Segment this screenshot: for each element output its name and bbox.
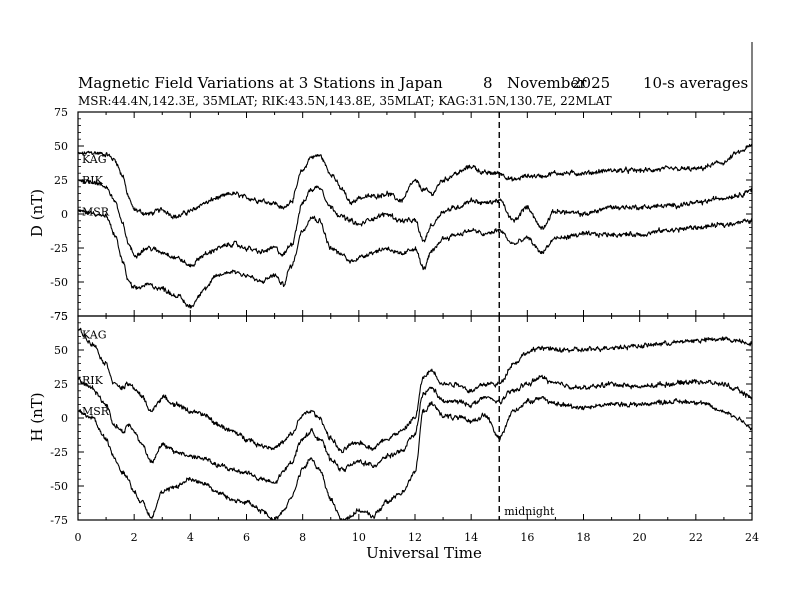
station-label-kag: KAG [82, 329, 107, 342]
panels-layer: 75 50 25 0 -25 -50 -75 KAG RIK MSR 75 50 25 0 -25 -50 -7… [50, 106, 753, 527]
station-label-msr: MSR [82, 205, 110, 218]
y-tick-label: -50 [50, 480, 68, 493]
traces [78, 143, 752, 309]
y-tick-label: 0 [61, 208, 68, 221]
x-tick-label: 12 [408, 531, 422, 544]
chart-subtitle: MSR:44.4N,142.3E, 35MLAT; RIK:43.5N,143.… [78, 94, 612, 108]
x-tick-label: 16 [520, 531, 534, 544]
y-tick-label: 50 [54, 140, 68, 153]
y-tick-label: 0 [61, 412, 68, 425]
y-tick-label: 25 [54, 378, 68, 391]
x-tick-label: 4 [187, 531, 194, 544]
x-tick-label: 0 [75, 531, 82, 544]
series-line-kag [78, 143, 752, 220]
series-line-msr [78, 396, 752, 520]
series-line-kag [78, 327, 752, 454]
station-label-kag: KAG [82, 153, 107, 166]
station-label-msr: MSR [82, 405, 110, 418]
x-tick-label: 22 [689, 531, 703, 544]
traces [78, 327, 752, 520]
series-line-msr [78, 209, 752, 309]
y-tick-label: -25 [50, 446, 68, 459]
y-tick-label: -25 [50, 242, 68, 255]
y-tick-label: -50 [50, 276, 68, 289]
chart-title-resolution: 10-s averages [643, 74, 748, 92]
x-tick-label: 2 [131, 531, 138, 544]
y-tick-label: -75 [50, 310, 68, 323]
panel-0: 75 50 25 0 -25 -50 -75 KAG RIK MSR [50, 106, 753, 323]
x-tick-label: 20 [633, 531, 647, 544]
midnight-label: midnight [504, 505, 555, 518]
x-tick-label: 6 [243, 531, 250, 544]
chart-title-month: November [507, 74, 587, 92]
y-tick-label: 75 [54, 310, 68, 323]
y-tick-label: 50 [54, 344, 68, 357]
x-tick-label: 10 [352, 531, 366, 544]
series-line-rik [78, 374, 752, 484]
chart-title-main: Magnetic Field Variations at 3 Stations … [78, 74, 443, 92]
chart-title: Magnetic Field Variations at 3 Stations … [78, 74, 748, 92]
station-label-rik: RIK [82, 174, 104, 187]
station-label-rik: RIK [82, 374, 104, 387]
x-tick-label: 14 [464, 531, 478, 544]
x-tick-label: 24 [745, 531, 759, 544]
series-line-rik [78, 178, 752, 268]
y-axis-title-h: H (nT) [28, 392, 46, 441]
x-tick-label: 8 [299, 531, 306, 544]
y-axis-title-d: D (nT) [28, 189, 46, 237]
chart-title-year: 2025 [572, 74, 610, 92]
y-tick-label: 75 [54, 106, 68, 119]
chart-title-day: 8 [483, 74, 493, 92]
x-tick-label: 18 [577, 531, 591, 544]
panel-1: 75 50 25 0 -25 -50 -75 KAG RIK MSR [50, 310, 753, 527]
x-axis-title: Universal Time [366, 544, 482, 562]
y-tick-label: 25 [54, 174, 68, 187]
y-tick-label: -75 [50, 514, 68, 527]
